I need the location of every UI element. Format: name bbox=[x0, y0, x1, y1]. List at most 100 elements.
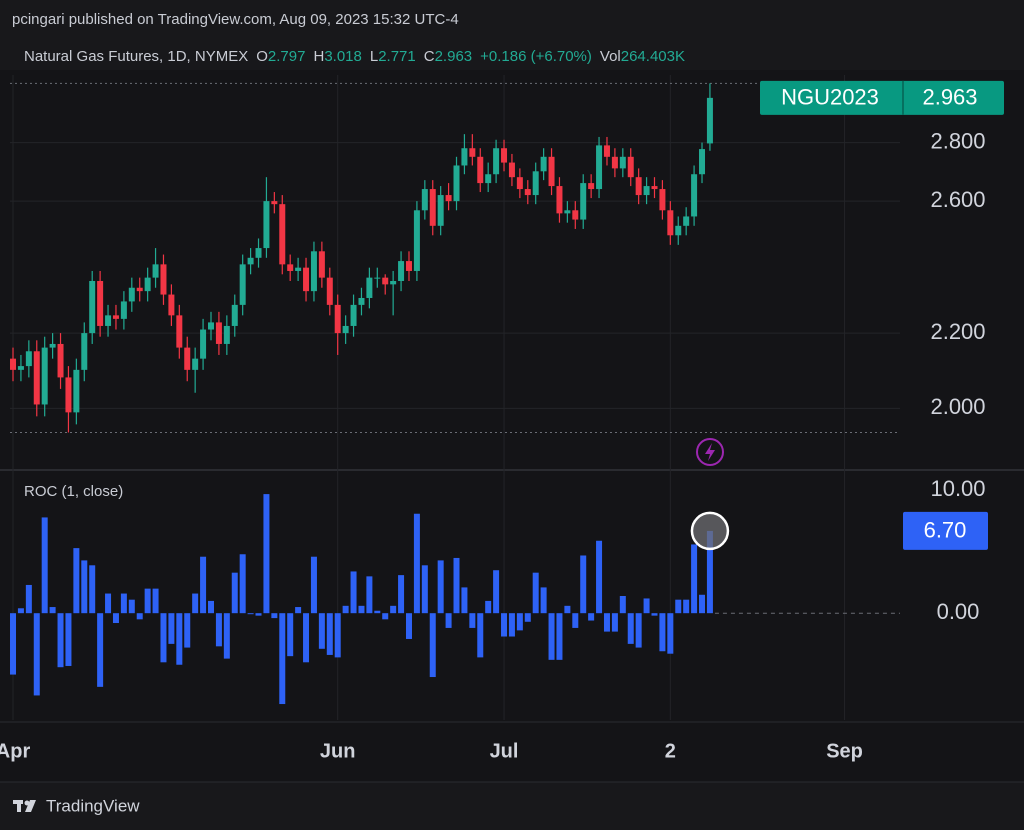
bar bbox=[477, 613, 484, 658]
candle-body bbox=[287, 264, 294, 271]
bar bbox=[318, 613, 325, 649]
bar bbox=[350, 571, 357, 614]
bar bbox=[192, 593, 199, 614]
candle-body bbox=[73, 369, 80, 413]
bar bbox=[596, 540, 603, 614]
cursor-marker bbox=[690, 511, 730, 551]
bar bbox=[382, 613, 389, 620]
candle-body bbox=[611, 156, 618, 169]
candle-body bbox=[453, 165, 460, 202]
bar bbox=[73, 548, 80, 614]
bar bbox=[223, 613, 230, 659]
candle-body bbox=[239, 264, 246, 305]
candle-body bbox=[706, 97, 713, 144]
bar bbox=[97, 613, 104, 687]
candle-body bbox=[97, 280, 104, 326]
candle-body bbox=[675, 225, 682, 236]
indicator-title: ROC (1, close) bbox=[24, 483, 123, 500]
bar bbox=[81, 560, 88, 614]
candle-body bbox=[366, 277, 373, 298]
candle-body bbox=[168, 294, 175, 316]
candle-body bbox=[429, 189, 436, 226]
bar bbox=[152, 588, 159, 614]
close-value: 2.963 bbox=[435, 48, 473, 65]
bar bbox=[667, 613, 674, 654]
open-value: 2.797 bbox=[268, 48, 306, 65]
bar bbox=[279, 613, 286, 705]
candle-body bbox=[81, 333, 88, 370]
candle-body bbox=[516, 177, 523, 190]
brand-logo bbox=[13, 800, 36, 812]
candle-body bbox=[548, 156, 555, 187]
bar bbox=[699, 594, 706, 614]
bar bbox=[485, 600, 492, 614]
y-tick-label: 10.00 bbox=[930, 476, 985, 501]
bar bbox=[41, 517, 48, 614]
bar bbox=[374, 610, 381, 614]
y-tick-label: 2.600 bbox=[930, 187, 985, 212]
bar bbox=[413, 513, 420, 614]
bar bbox=[263, 494, 270, 614]
bar bbox=[540, 587, 547, 614]
candle-body bbox=[10, 358, 17, 370]
value-badge-label: 6.70 bbox=[924, 518, 967, 543]
bar bbox=[310, 556, 317, 614]
candle-body bbox=[683, 216, 690, 226]
candle-body bbox=[247, 257, 254, 265]
bar bbox=[675, 599, 682, 614]
ohlc-label: L bbox=[370, 48, 378, 65]
candle-body bbox=[374, 277, 381, 279]
candle-body bbox=[318, 251, 325, 278]
bar bbox=[255, 613, 262, 616]
candle-body bbox=[635, 177, 642, 196]
bar bbox=[17, 608, 24, 614]
candle-body bbox=[556, 186, 563, 214]
value-badge bbox=[903, 511, 988, 550]
bar bbox=[25, 584, 32, 614]
candle-body bbox=[445, 195, 452, 202]
candle-body bbox=[421, 189, 428, 211]
bar bbox=[508, 613, 515, 637]
bar bbox=[215, 613, 222, 647]
ohlc-label: H bbox=[313, 48, 324, 65]
bar bbox=[501, 613, 508, 637]
candle-body bbox=[643, 186, 650, 196]
candle-body bbox=[413, 210, 420, 271]
bar bbox=[168, 613, 175, 644]
bar bbox=[105, 593, 112, 614]
candle-body bbox=[580, 183, 587, 220]
candle-body bbox=[120, 301, 127, 319]
candle-body bbox=[390, 280, 397, 285]
x-tick-label: Jun bbox=[320, 740, 356, 762]
brand: TradingView bbox=[46, 796, 140, 815]
bar bbox=[516, 613, 523, 631]
candle-body bbox=[469, 148, 476, 157]
candle-body bbox=[596, 145, 603, 190]
candle-body bbox=[310, 251, 317, 292]
candle-body bbox=[398, 261, 405, 281]
high-value: 3.018 bbox=[324, 48, 362, 65]
candle-body bbox=[508, 162, 515, 178]
candle-body bbox=[57, 343, 64, 378]
candle-body bbox=[112, 315, 119, 319]
bar bbox=[247, 613, 254, 615]
candle-body bbox=[176, 315, 183, 348]
bar bbox=[706, 530, 713, 614]
bar bbox=[112, 613, 119, 624]
candle-body bbox=[667, 210, 674, 236]
bar bbox=[89, 565, 96, 614]
y-tick-label: 0.00 bbox=[937, 599, 980, 624]
candle-body bbox=[33, 351, 40, 405]
candle-body bbox=[691, 174, 698, 217]
candle-body bbox=[350, 304, 357, 326]
bar bbox=[271, 613, 278, 619]
bar bbox=[390, 605, 397, 614]
candle-body bbox=[160, 264, 167, 295]
bar bbox=[398, 575, 405, 614]
candle-body bbox=[588, 183, 595, 190]
candle-body bbox=[659, 189, 666, 211]
candle-body bbox=[279, 204, 286, 265]
alert-icon[interactable] bbox=[696, 438, 724, 466]
bar bbox=[556, 613, 563, 660]
candle-body bbox=[65, 377, 72, 413]
